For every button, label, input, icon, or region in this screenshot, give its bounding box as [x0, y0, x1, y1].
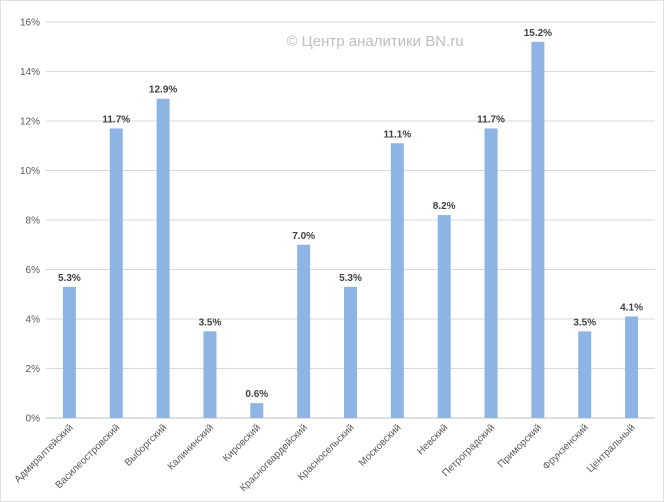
data-label: 11.7% — [102, 114, 130, 125]
bar — [344, 286, 357, 418]
data-label: 4.1% — [620, 303, 643, 314]
data-label: 0.6% — [245, 389, 268, 400]
data-label: 3.5% — [199, 317, 222, 328]
bar — [390, 143, 404, 418]
data-label: 11.1% — [383, 129, 411, 140]
watermark: © Центр аналитики BN.ru — [286, 33, 463, 50]
bar — [62, 286, 76, 418]
data-labels: 5.3% 11.7% 12.9% 3.5% 0.6% 7.0% 5.3% 11.1% 8.2% 1… — [58, 28, 643, 400]
data-label: 5.3% — [58, 273, 81, 284]
y-tick-label: 4% — [26, 315, 41, 326]
bars — [62, 41, 639, 419]
y-tick-label: 0% — [26, 414, 41, 425]
data-label: 15.2% — [524, 28, 552, 39]
bar — [531, 41, 545, 419]
bar — [109, 128, 123, 419]
bar — [437, 215, 451, 418]
data-label: 3.5% — [573, 317, 596, 328]
data-label: 8.2% — [433, 201, 456, 212]
y-axis-ticks: 0% 2% 4% 6% 8% 10% 12% 14% 16% — [20, 18, 40, 425]
bar — [297, 244, 311, 418]
y-tick-label: 14% — [20, 67, 40, 78]
bar — [203, 331, 217, 418]
bar — [625, 316, 639, 418]
y-tick-label: 2% — [26, 364, 41, 375]
y-tick-label: 10% — [20, 166, 40, 177]
data-label: 12.9% — [149, 85, 177, 96]
y-tick-label: 6% — [26, 265, 41, 276]
y-tick-label: 8% — [26, 216, 41, 227]
y-tick-label: 16% — [20, 18, 40, 29]
bar — [484, 128, 498, 419]
bar — [156, 98, 170, 418]
data-label: 5.3% — [339, 273, 362, 284]
bar — [250, 403, 264, 418]
bar — [578, 331, 592, 418]
gridlines — [46, 21, 655, 419]
data-label: 7.0% — [292, 231, 315, 242]
data-label: 11.7% — [477, 114, 505, 125]
y-tick-label: 12% — [20, 117, 40, 128]
